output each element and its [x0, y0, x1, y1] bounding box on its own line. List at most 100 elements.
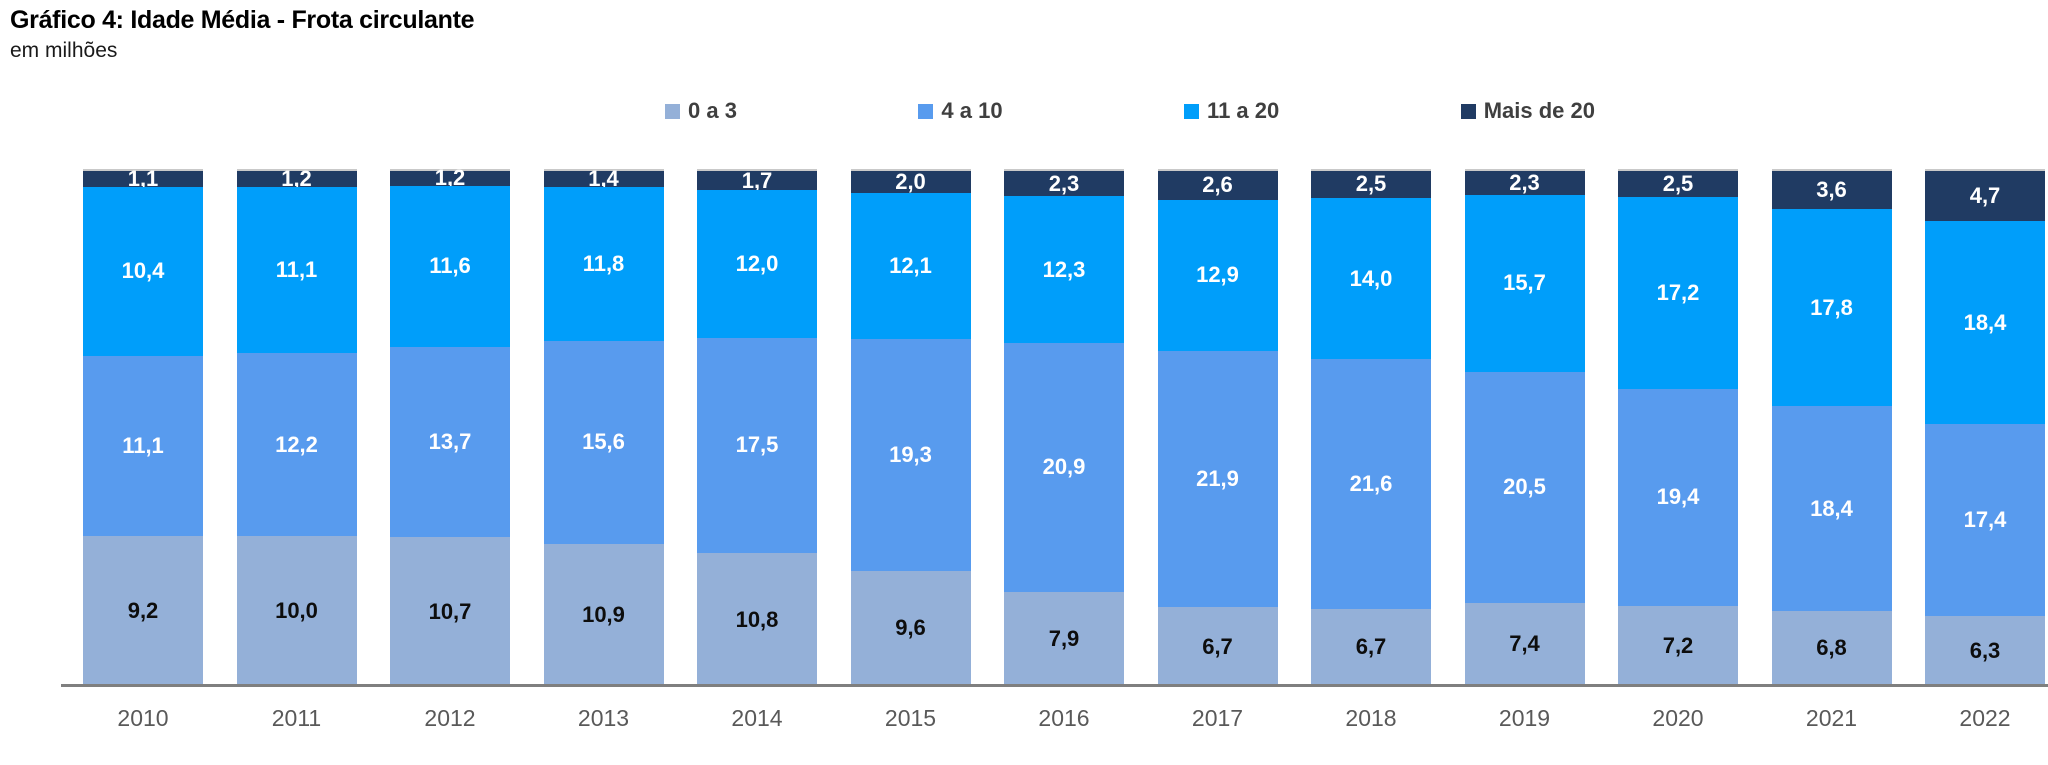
- segment-value-label: 2,3: [1509, 169, 1540, 195]
- segment-4-a-10-2013: 15,6: [543, 340, 664, 545]
- legend-item-11-a-20: 11 a 20: [1184, 98, 1279, 124]
- segment-4-a-10-2021: 18,4: [1771, 406, 1892, 611]
- segment-mais-de-20-2011: 1,2: [236, 168, 357, 190]
- segment-mais-de-20-2020: 2,5: [1618, 169, 1738, 197]
- legend-swatch-11-a-20: [1184, 103, 1200, 119]
- segment-value-label: 2,3: [1048, 170, 1080, 196]
- segment-value-label: 11,6: [429, 253, 471, 279]
- segment-mais-de-20-2015: 2,0: [850, 169, 971, 194]
- segment-value-label: 17,5: [735, 432, 779, 458]
- legend: 0 a 3 4 a 10 11 a 20 Mais de 20: [665, 98, 1595, 124]
- legend-label: 4 a 10: [941, 98, 1003, 123]
- segment-0-a-3-2020: 7,2: [1618, 605, 1738, 686]
- segment-0-a-3-2018: 6,7: [1311, 608, 1431, 686]
- segment-value-label: 1,2: [434, 165, 466, 191]
- x-axis-label-2010: 2010: [117, 705, 169, 731]
- x-axis-label-2019: 2019: [1498, 705, 1551, 731]
- segment-4-a-10-2011: 12,2: [236, 353, 357, 537]
- segment-0-a-3-2010: 9,2: [83, 536, 203, 686]
- bar-2021: 3,6 17,8 18,4 6,8: [1771, 169, 1892, 686]
- legend-label: Mais de 20: [1483, 98, 1595, 123]
- x-axis-label-2012: 2012: [424, 705, 476, 731]
- segment-mais-de-20-2016: 2,3: [1004, 169, 1124, 197]
- segment-value-label: 12,2: [275, 431, 318, 457]
- segment-0-a-3-2014: 10,8: [697, 553, 817, 686]
- segment-11-a-20-2011: 11,1: [236, 187, 357, 354]
- segment-value-label: 2,5: [1355, 171, 1387, 197]
- segment-mais-de-20-2022: 4,7: [1925, 169, 2045, 221]
- segment-11-a-20-2016: 12,3: [1004, 196, 1124, 343]
- segment-0-a-3-2016: 7,9: [1004, 591, 1124, 686]
- x-axis-label-2021: 2021: [1805, 705, 1858, 731]
- segment-value-label: 6,8: [1816, 635, 1847, 661]
- bar-2011: 1,2 11,1 12,2 10,0: [236, 168, 357, 686]
- segment-mais-de-20-2019: 2,3: [1464, 169, 1585, 195]
- segment-value-label: 1,7: [741, 167, 773, 193]
- legend-item-4-a-10: 4 a 10: [918, 98, 1003, 124]
- segment-value-label: 10,0: [275, 598, 318, 624]
- segment-value-label: 17,8: [1810, 294, 1853, 320]
- segment-value-label: 2,6: [1202, 172, 1233, 198]
- segment-0-a-3-2022: 6,3: [1925, 616, 2045, 686]
- bar-2013: 1,4 11,8 15,6 10,9: [543, 168, 664, 686]
- bar-2015: 2,0 12,1 19,3 9,6: [850, 169, 971, 686]
- chart-header: Gráfico 4: Idade Média - Frota circulant…: [10, 6, 475, 63]
- bar-2018: 2,5 14,0 21,6 6,7: [1311, 169, 1431, 686]
- bar-2019: 2,3 15,7 20,5 7,4: [1464, 169, 1585, 686]
- segment-value-label: 7,4: [1509, 631, 1540, 657]
- bar-2020: 2,5 17,2 19,4 7,2: [1618, 169, 1738, 686]
- segment-4-a-10-2014: 17,5: [697, 337, 817, 554]
- segment-value-label: 13,7: [428, 429, 472, 455]
- segment-value-label: 12,1: [889, 252, 932, 278]
- segment-value-label: 9,6: [895, 615, 926, 641]
- x-axis-label-2018: 2018: [1345, 705, 1397, 731]
- segment-value-label: 7,9: [1048, 625, 1080, 651]
- bar-2022: 4,7 18,4 17,4 6,3: [1925, 169, 2045, 686]
- segment-mais-de-20-2012: 1,2: [390, 165, 510, 191]
- segment-value-label: 10,9: [582, 602, 625, 628]
- segment-value-label: 11,1: [122, 433, 164, 459]
- segment-mais-de-20-2021: 3,6: [1771, 169, 1892, 209]
- segment-11-a-20-2021: 17,8: [1771, 208, 1892, 407]
- segment-11-a-20-2020: 17,2: [1618, 196, 1738, 389]
- segment-0-a-3-2017: 6,7: [1157, 607, 1278, 686]
- segment-4-a-10-2020: 19,4: [1618, 388, 1738, 606]
- segment-mais-de-20-2018: 2,5: [1311, 169, 1431, 198]
- segment-value-label: 21,9: [1196, 466, 1239, 492]
- x-axis-line: [61, 684, 2048, 687]
- segment-0-a-3-2019: 7,4: [1464, 602, 1585, 686]
- segment-11-a-20-2018: 14,0: [1311, 197, 1431, 360]
- segment-value-label: 17,4: [1963, 507, 2007, 533]
- segment-value-label: 6,3: [1969, 638, 2001, 664]
- x-axis-label-2016: 2016: [1038, 705, 1090, 731]
- bar-2016: 2,3 12,3 20,9 7,9: [1004, 169, 1124, 686]
- segment-mais-de-20-2017: 2,6: [1157, 169, 1278, 200]
- segment-11-a-20-2015: 12,1: [850, 193, 971, 339]
- x-axis-label-2015: 2015: [884, 705, 937, 731]
- x-axis-labels: 2010 2011 2012 2013 2014 2015 2016 2017 2018 2019…: [83, 705, 2045, 732]
- segment-value-label: 6,7: [1355, 634, 1387, 660]
- segment-value-label: 20,5: [1503, 474, 1546, 500]
- segment-0-a-3-2013: 10,9: [543, 544, 664, 686]
- segment-4-a-10-2016: 20,9: [1004, 342, 1124, 592]
- bars-container: 1,1 10,4 11,1 9,2 1,2 11,1 12,2 10,0 1,2 11,6 13,7…: [83, 165, 2045, 686]
- segment-4-a-10-2012: 13,7: [390, 346, 510, 538]
- segment-0-a-3-2015: 9,6: [850, 570, 971, 686]
- segment-value-label: 15,7: [1503, 270, 1546, 296]
- segment-value-label: 19,3: [889, 441, 932, 467]
- segment-11-a-20-2012: 11,6: [390, 185, 510, 347]
- plot-area: 1,1 10,4 11,1 9,2 1,2 11,1 12,2 10,0 1,2 11,6 13,7…: [61, 165, 2048, 731]
- segment-value-label: 17,2: [1656, 279, 1700, 305]
- segment-value-label: 11,8: [582, 251, 625, 277]
- segment-value-label: 1,1: [127, 165, 159, 191]
- bar-2014: 1,7 12,0 17,5 10,8: [697, 169, 817, 686]
- segment-value-label: 11,1: [275, 257, 318, 283]
- bar-2010: 1,1 10,4 11,1 9,2: [83, 165, 203, 686]
- x-axis-label-2020: 2020: [1652, 705, 1704, 731]
- segment-mais-de-20-2014: 1,7: [697, 167, 817, 193]
- segment-value-label: 12,3: [1042, 256, 1086, 282]
- segment-mais-de-20-2010: 1,1: [83, 165, 203, 191]
- segment-4-a-10-2017: 21,9: [1157, 350, 1278, 608]
- x-axis-label-2013: 2013: [577, 705, 630, 731]
- segment-11-a-20-2010: 10,4: [83, 186, 203, 356]
